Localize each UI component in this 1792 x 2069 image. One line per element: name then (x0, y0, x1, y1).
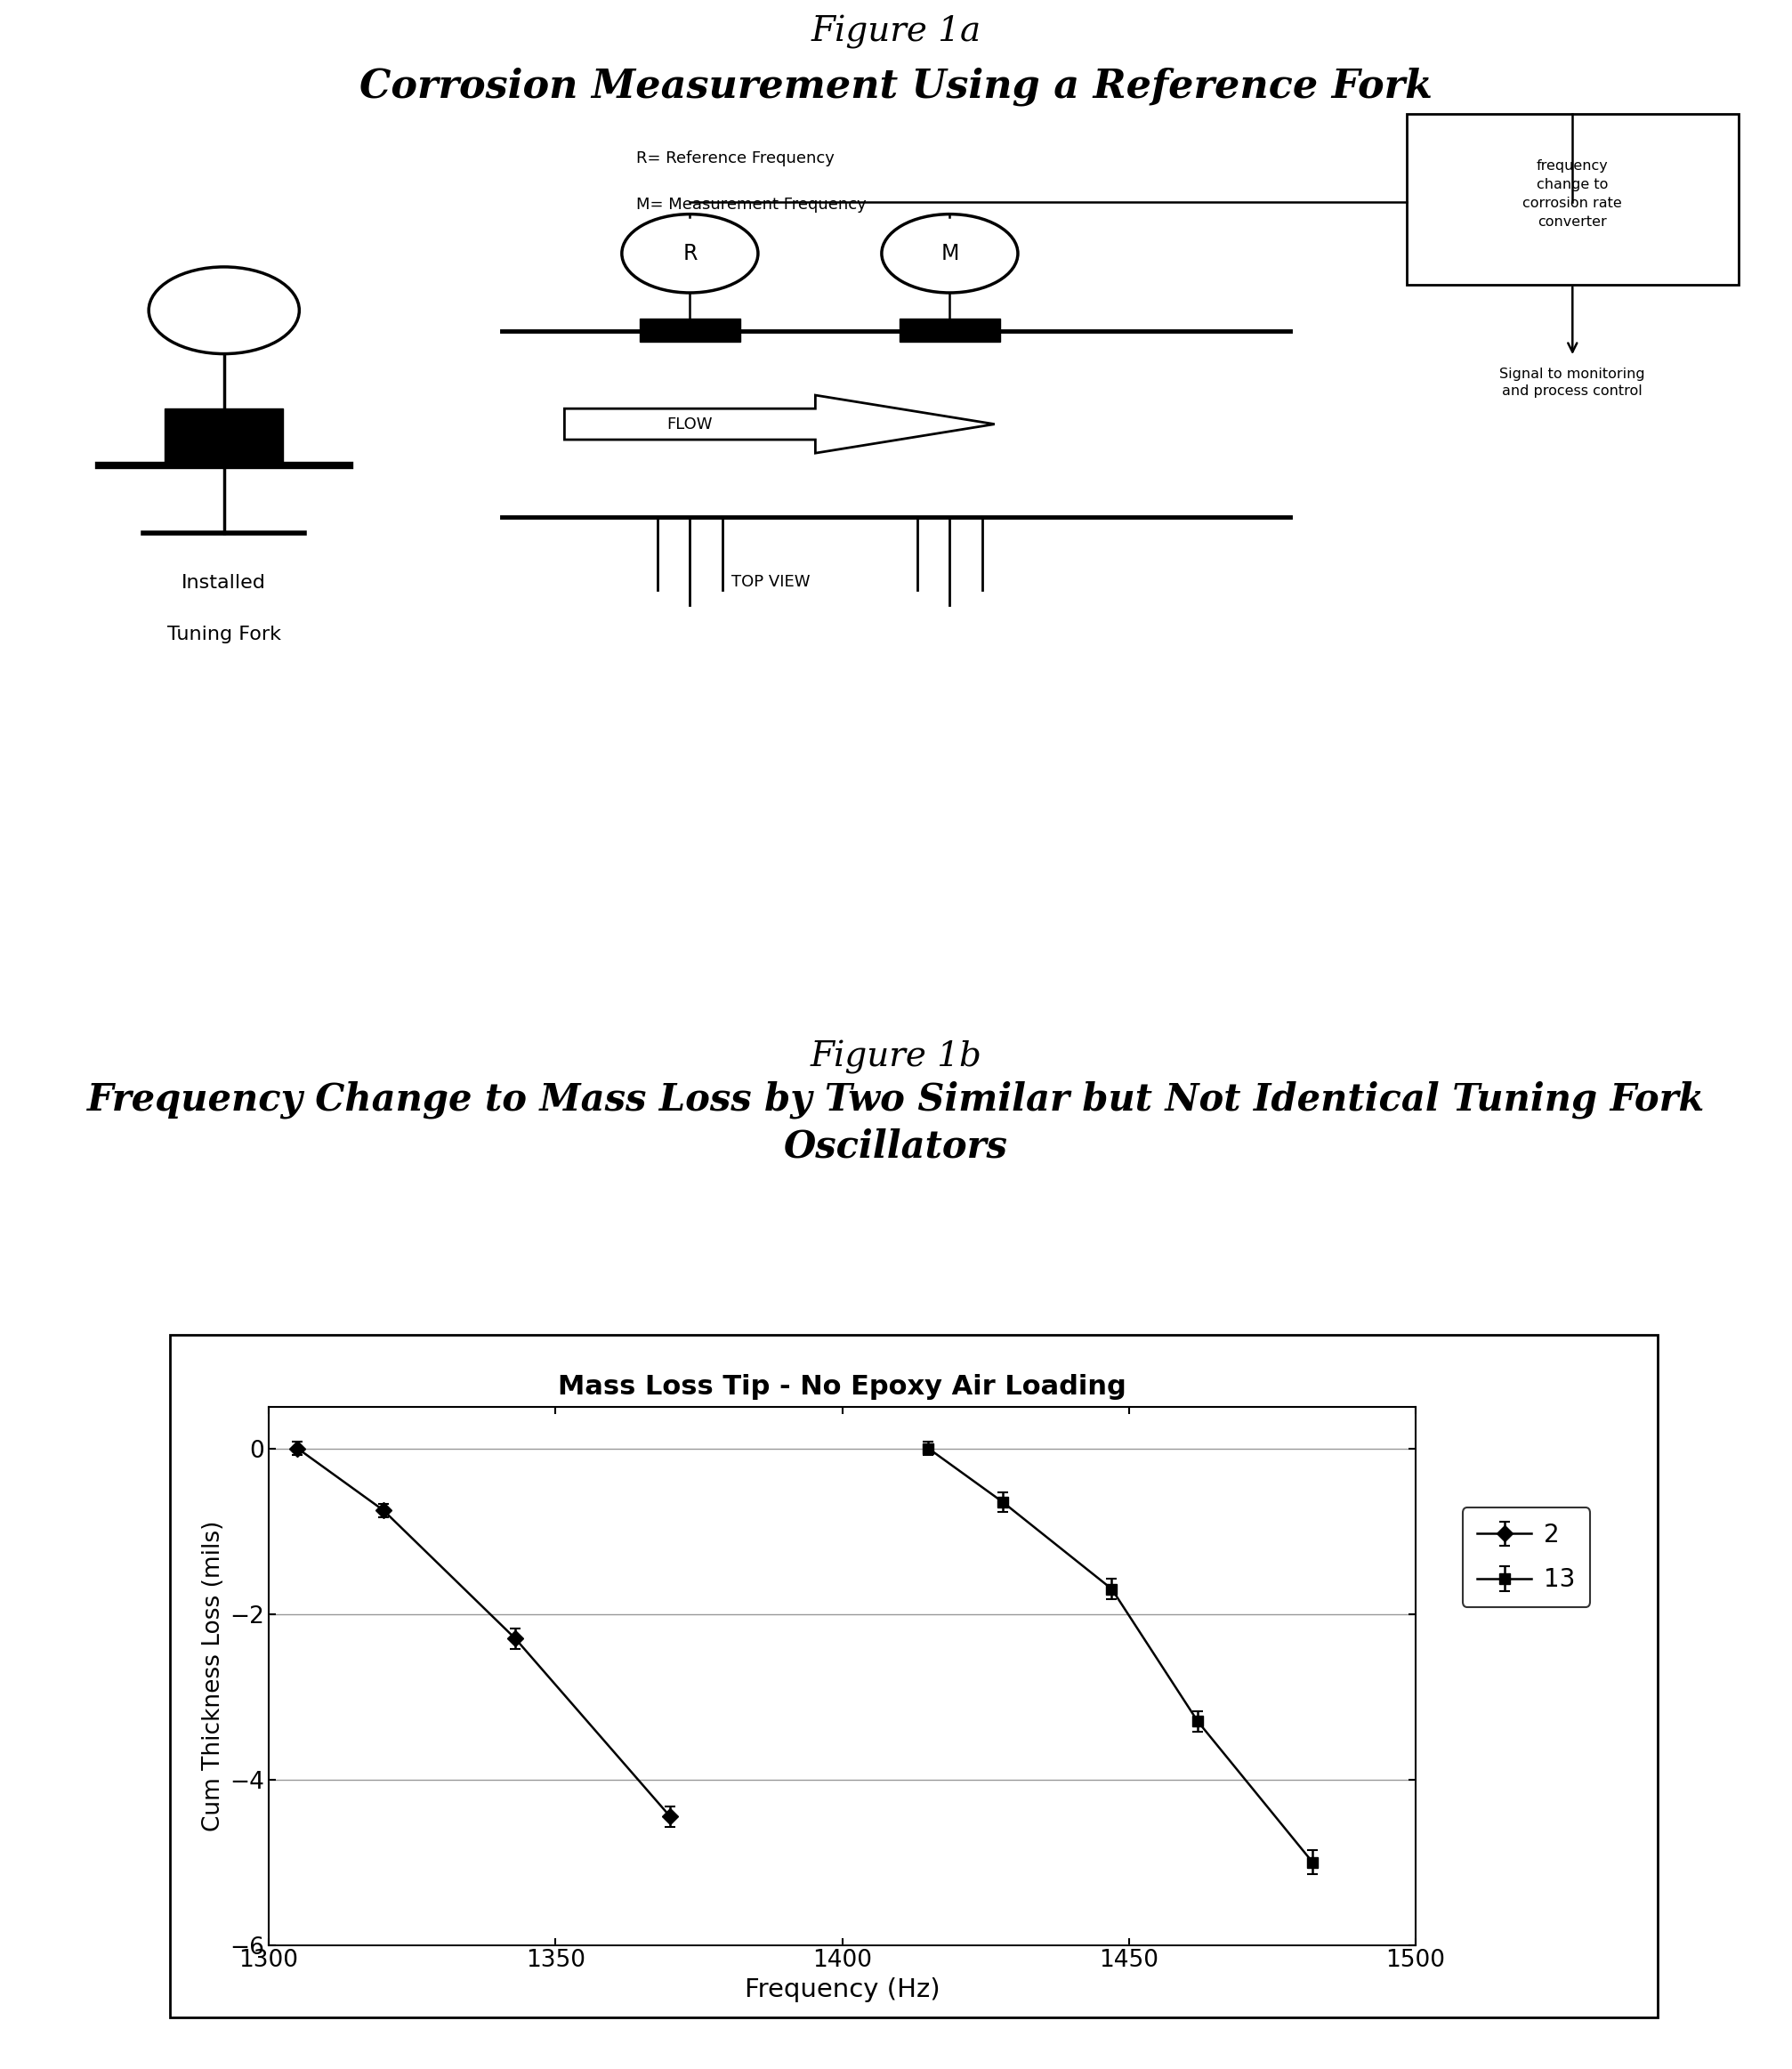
Text: Corrosion Measurement Using a Reference Fork: Corrosion Measurement Using a Reference … (360, 66, 1432, 106)
Text: FLOW: FLOW (667, 416, 713, 432)
Text: Signal to monitoring
and process control: Signal to monitoring and process control (1500, 368, 1645, 397)
X-axis label: Frequency (Hz): Frequency (Hz) (744, 1978, 941, 2003)
Legend: 2, 13: 2, 13 (1462, 1508, 1590, 1608)
Text: Frequency Change to Mass Loss by Two Similar but Not Identical Tuning Fork: Frequency Change to Mass Loss by Two Sim… (88, 1080, 1704, 1119)
Text: Installed: Installed (181, 573, 267, 592)
Title: Mass Loss Tip - No Epoxy Air Loading: Mass Loss Tip - No Epoxy Air Loading (557, 1374, 1127, 1401)
Text: Figure 1b: Figure 1b (810, 1041, 982, 1074)
Text: TOP VIEW: TOP VIEW (731, 573, 810, 590)
Bar (1407, 114, 1738, 283)
Polygon shape (564, 395, 995, 453)
Bar (165, 410, 283, 466)
Text: M: M (941, 242, 959, 265)
Text: Figure 1a: Figure 1a (812, 14, 980, 50)
Bar (900, 319, 1000, 341)
Text: Tuning Fork: Tuning Fork (167, 625, 281, 643)
Text: R: R (683, 242, 697, 265)
Text: frequency
change to
corrosion rate
converter: frequency change to corrosion rate conve… (1523, 159, 1622, 230)
Text: Oscillators: Oscillators (783, 1128, 1009, 1165)
Text: R= Reference Frequency: R= Reference Frequency (636, 151, 835, 166)
Text: M= Measurement Frequency: M= Measurement Frequency (636, 197, 866, 213)
Bar (640, 319, 740, 341)
Y-axis label: Cum Thickness Loss (mils): Cum Thickness Loss (mils) (202, 1521, 226, 1831)
